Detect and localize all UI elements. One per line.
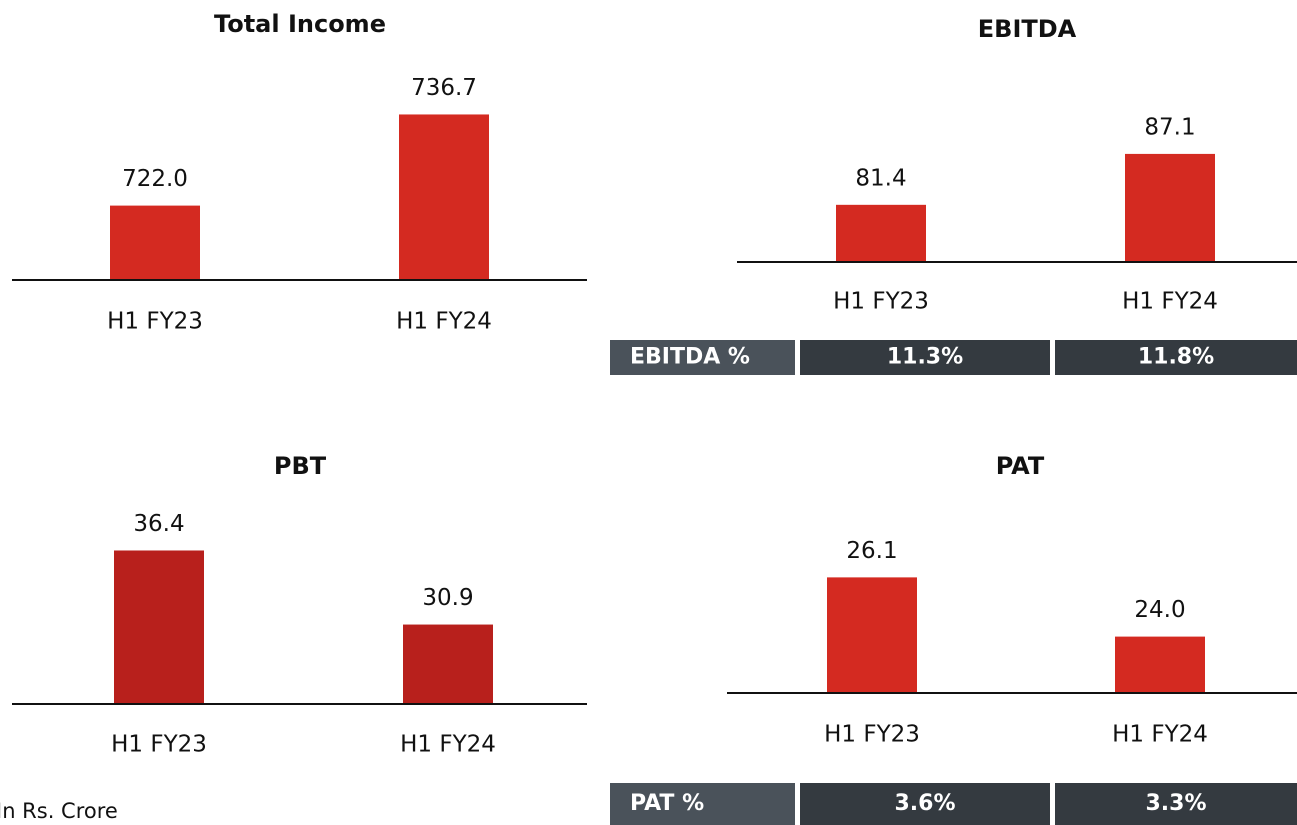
bar xyxy=(403,624,493,704)
x-tick-label: H1 FY24 xyxy=(1112,722,1208,748)
chart-title: PAT xyxy=(996,452,1045,480)
table-label: PAT % xyxy=(630,791,704,816)
x-tick-label: H1 FY24 xyxy=(1122,289,1218,315)
value-label: 30.9 xyxy=(422,585,473,611)
value-label: 24.0 xyxy=(1134,597,1185,623)
bar xyxy=(836,204,926,262)
bar xyxy=(1115,636,1205,693)
value-label: 81.4 xyxy=(855,165,906,191)
table-value: 3.3% xyxy=(1145,791,1206,816)
bar xyxy=(1125,153,1215,262)
value-label: 36.4 xyxy=(133,511,184,537)
x-tick-label: H1 FY24 xyxy=(396,309,492,335)
value-label: 736.7 xyxy=(411,75,477,101)
table-cell xyxy=(800,783,1050,825)
table-value: 3.6% xyxy=(894,791,955,816)
x-tick-label: H1 FY23 xyxy=(824,722,920,748)
value-label: 26.1 xyxy=(846,538,897,564)
table-value: 11.3% xyxy=(887,345,963,370)
chart-title: PBT xyxy=(274,452,327,480)
chart-title: EBITDA xyxy=(978,15,1077,43)
table-header-cell xyxy=(610,783,795,825)
table-label: EBITDA % xyxy=(630,345,750,370)
table-cell xyxy=(1055,340,1297,375)
footnote: In Rs. Crore xyxy=(0,799,118,823)
x-tick-label: H1 FY24 xyxy=(400,732,496,758)
table-header-cell xyxy=(610,340,795,375)
x-tick-label: H1 FY23 xyxy=(107,309,203,335)
bar xyxy=(399,114,489,281)
bar xyxy=(114,550,204,704)
table-value: 11.8% xyxy=(1138,345,1214,370)
bar xyxy=(827,577,917,693)
value-label: 87.1 xyxy=(1144,114,1195,140)
x-tick-label: H1 FY23 xyxy=(111,732,207,758)
value-label: 722.0 xyxy=(122,166,188,192)
table-cell xyxy=(1055,783,1297,825)
x-tick-label: H1 FY23 xyxy=(833,289,929,315)
chart-title: Total Income xyxy=(214,10,386,38)
bar xyxy=(110,205,200,280)
table-cell xyxy=(800,340,1050,375)
